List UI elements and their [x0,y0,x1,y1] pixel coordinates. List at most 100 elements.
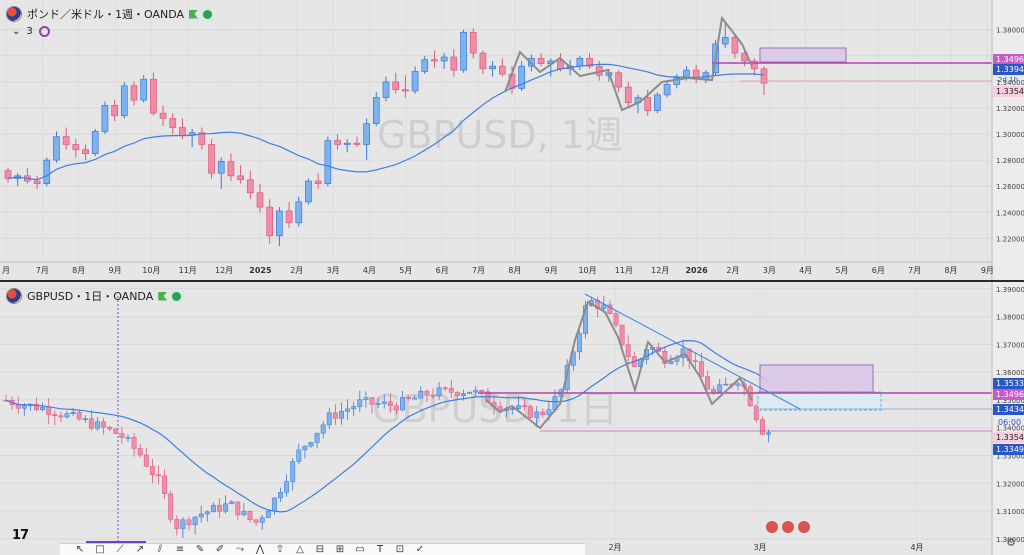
candle-body [179,127,186,136]
price-axis-bg [992,282,1024,555]
range-tool-icon[interactable]: ⊞ [335,544,345,555]
pattern-tool-icon[interactable]: ⋀ [255,544,265,555]
candle-body [334,140,341,145]
x-tick-label: 3月 [763,266,776,275]
daily-timer-label: 06:00 [998,418,1021,427]
y-tick-label: 1.32000 [996,480,1024,488]
candle-body [169,118,177,128]
candle-body [88,418,94,429]
candle-body [619,324,625,346]
weekly-supply-zone[interactable] [759,47,847,63]
daily-drawings[interactable] [478,293,992,432]
weekly-time-axis[interactable]: 月 7月 8月 9月 10月 11月 12月 2025 2月 3月 4月 5月 6月 7月 8月 9月 10月 1… [0,261,994,275]
weekly-indicator-legend[interactable]: ⌄ 3 [12,26,50,37]
weekly-legend-title[interactable]: ポンド／米ドル・1週・OANDA [27,8,185,21]
daily-legend[interactable]: GBPUSD・1日・OANDA [6,288,182,304]
event-flag-icon[interactable] [782,521,794,533]
gear-icon[interactable]: ⚙ [1006,536,1016,549]
candle-body [546,409,552,416]
daily-chart-pane[interactable]: GBPUSD, 1日 1.39000 1.38000 1.37000 1.36000 1… [0,282,1024,555]
candle-body [314,432,320,443]
candle-body [156,474,161,477]
measure-tool-icon[interactable]: ⊟ [315,544,325,555]
path-tool-icon[interactable]: ⤳ [236,544,244,555]
y-tick-label: 1.38000 [996,314,1024,322]
candle-body [324,140,332,184]
note-tool-icon[interactable]: ▭ [355,544,365,555]
candle-body [64,413,70,418]
indicator-settings-icon[interactable] [38,26,50,37]
candle-body [411,71,419,92]
daily-moving-average [5,339,769,513]
daily-legend-title[interactable]: GBPUSD・1日・OANDA [27,290,154,303]
candle-body [607,304,613,314]
daily-demand-zone[interactable] [757,391,882,411]
triangle-tool-icon[interactable]: △ [296,544,304,555]
daily-price-axis[interactable]: 1.39000 1.38000 1.37000 1.36000 1.35000 1.340… [991,282,1024,555]
candle-body [76,411,82,420]
trendline-tool-icon[interactable]: ⟋ [116,544,124,555]
candle-body [308,442,314,447]
daily-upper-label: 1.35334 [996,379,1024,388]
hide-tool-icon[interactable]: ✓ [415,544,425,555]
x-tick-label: 5月 [835,266,848,275]
weekly-price-axis[interactable]: 1.380001.360001.340001.320001.300001.280… [991,0,1024,280]
weekly-chart-pane[interactable]: GBPUSD, 1週 1.380001.360001.340001.320001… [0,0,1024,280]
event-flag-icon[interactable] [766,521,778,533]
x-tick-label: 8月 [72,266,85,275]
weekly-pattern-line[interactable] [504,15,753,112]
candle-body [583,305,588,334]
rectangle-tool-icon[interactable]: □ [95,544,105,555]
candle-body [528,406,534,418]
candle-body [615,72,622,88]
y-tick-label: 1.28000 [996,157,1024,165]
candle-body [72,144,80,151]
daily-chart-canvas[interactable]: GBPUSD, 1日 1.390001.380001.370001.360001… [0,282,1024,555]
pane-divider[interactable] [0,280,1024,282]
candle-body [654,94,661,111]
market-open-icon [203,9,213,19]
channel-tool-icon[interactable]: ⫽ [157,544,163,555]
candle-body [113,428,119,434]
daily-pattern-line[interactable] [485,300,753,430]
candle-body [412,397,418,400]
candle-body [217,504,222,512]
candle-body [469,31,477,54]
candle-body [448,388,454,393]
candle-body [150,78,157,114]
fib-tool-icon[interactable]: ≡ [175,544,185,555]
candle-body [400,397,405,411]
drawing-toolbar[interactable]: ↖ □ ⟋ ↗ ⫽ ≡ ✎ ✐ ⤳ ⋀ ⇧ △ ⊟ ⊞ ▭ T ⊡ ✓ [60,543,585,555]
daily-time-axis[interactable]: 2月 3月 4月 [608,543,923,552]
event-flag-icon[interactable] [798,521,810,533]
weekly-chart-canvas[interactable]: GBPUSD, 1週 1.380001.360001.340001.320001… [0,0,1024,280]
ray-tool-icon[interactable]: ↗ [135,544,145,555]
pen-tool-icon[interactable]: ✐ [215,544,225,555]
weekly-drawings[interactable] [504,15,992,112]
text-tool-icon[interactable]: T [376,544,384,555]
y-tick-label: 1.24000 [996,209,1024,217]
event-icons[interactable] [766,521,810,533]
candle-body [540,411,546,416]
candle-body [339,411,344,419]
candle-body [237,175,244,181]
brush-tool-icon[interactable]: ✎ [195,544,205,555]
candle-body [290,461,296,482]
gbpusd-symbol-icon [6,288,22,304]
daily-last-label: 1.33492 [996,445,1024,454]
x-tick-label: 10月 [142,266,160,275]
candle-body [198,513,204,518]
daily-trendline[interactable] [584,293,801,410]
cursor-tool-icon[interactable]: ↖ [75,544,85,555]
candle-body [101,104,109,132]
chevron-down-icon[interactable]: ⌄ [12,26,21,37]
candle-body [140,78,148,101]
candle-body [454,392,460,396]
candle-body [40,406,46,411]
daily-supply-zone[interactable] [759,364,874,393]
candle-body [168,493,174,520]
frame-tool-icon[interactable]: ⊡ [395,544,405,555]
moving-average-line [5,339,769,513]
arrow-tool-icon[interactable]: ⇧ [275,544,285,555]
weekly-legend[interactable]: ポンド／米ドル・1週・OANDA [6,6,213,22]
